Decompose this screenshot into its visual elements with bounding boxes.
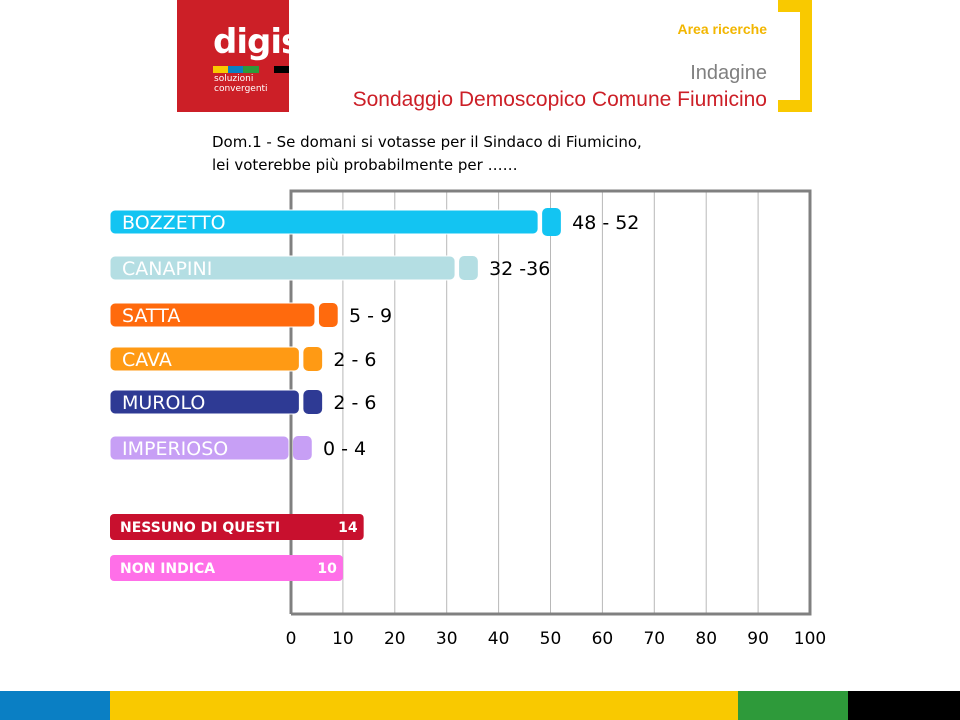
- category-label: IMPERIOSO: [122, 438, 228, 460]
- other-value-label: 14: [338, 520, 358, 536]
- category-label: SATTA: [122, 305, 180, 327]
- question-line1: Dom.1 - Se domani si votasse per il Sind…: [212, 133, 642, 151]
- other-category-label: NON INDICA: [120, 561, 215, 577]
- indagine-label: Indagine: [690, 62, 767, 84]
- logo-tagline-line1: soluzioni: [214, 74, 254, 84]
- category-label: CAVA: [122, 349, 172, 371]
- range-bar-high: [459, 256, 478, 280]
- x-tick-label: 70: [643, 629, 665, 649]
- x-tick-label: 50: [540, 629, 562, 649]
- range-value-label: 48 - 52: [572, 212, 639, 234]
- range-value-label: 32 -36: [489, 258, 550, 280]
- other-category-label: NESSUNO DI QUESTI: [120, 520, 280, 536]
- x-tick-label: 80: [695, 629, 717, 649]
- range-bar-high: [303, 390, 323, 414]
- question-text: Dom.1 - Se domani si votasse per il Sind…: [212, 131, 642, 177]
- range-bar-high: [318, 303, 338, 327]
- x-tick-label: 10: [332, 629, 354, 649]
- range-value-label: 5 - 9: [349, 305, 392, 327]
- x-tick-label: 40: [488, 629, 510, 649]
- logo-wordmark: digis: [213, 22, 301, 62]
- x-tick-label: 100: [794, 629, 826, 649]
- logo-color-stripes: [213, 66, 290, 73]
- range-bar-low: [109, 209, 539, 235]
- x-tick-label: 30: [436, 629, 458, 649]
- other-value-label: 10: [317, 561, 337, 577]
- range-bar-low: [109, 389, 300, 415]
- range-value-label: 2 - 6: [333, 392, 376, 414]
- other-bar: [110, 555, 343, 581]
- plot-frame: [289, 189, 812, 616]
- range-bar-low: [109, 435, 290, 461]
- area-ricerche-label: Area ricerche: [677, 21, 767, 37]
- survey-title: Sondaggio Demoscopico Comune Fiumicino: [352, 88, 767, 111]
- range-bar-high: [293, 436, 312, 460]
- category-label: CANAPINI: [122, 258, 212, 280]
- range-value-label: 2 - 6: [333, 349, 376, 371]
- x-tick-label: 90: [747, 629, 769, 649]
- range-value-label: 0 - 4: [323, 438, 366, 460]
- range-bar-low: [109, 302, 316, 328]
- x-tick-label: 0: [286, 629, 297, 649]
- logo-tagline: soluzioni convergenti: [214, 74, 268, 94]
- other-bar: [110, 514, 364, 540]
- digis-logo: digis soluzioni convergenti: [177, 0, 301, 112]
- footer-color-band: [0, 691, 960, 720]
- x-tick-label: 60: [592, 629, 614, 649]
- question-line2: lei voterebbe più probabilmente per ……: [212, 156, 518, 174]
- range-bar-low: [109, 346, 300, 372]
- range-bar-high: [542, 208, 561, 236]
- x-tick-label: 20: [384, 629, 406, 649]
- logo-tagline-line2: convergenti: [214, 84, 268, 94]
- category-label: MUROLO: [122, 392, 205, 414]
- range-bar-low: [109, 255, 456, 281]
- category-label: BOZZETTO: [122, 212, 226, 234]
- range-bar-high: [303, 347, 323, 371]
